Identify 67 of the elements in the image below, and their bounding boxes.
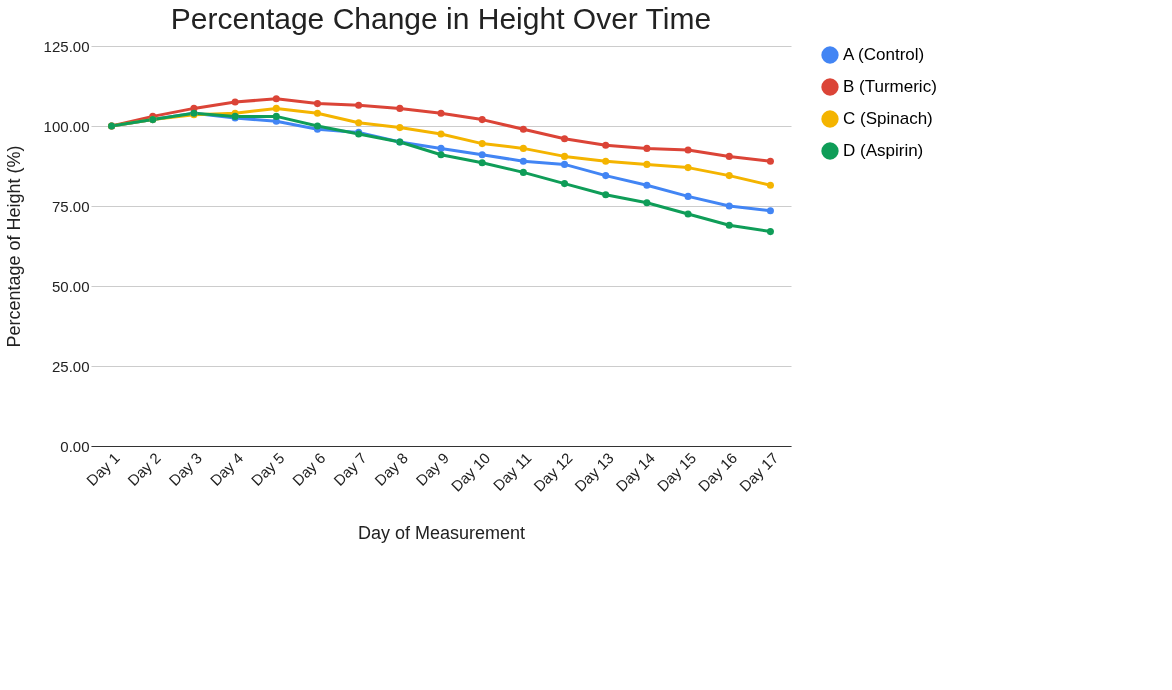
chart-title: Percentage Change in Height Over Time [170,2,712,35]
point [437,144,445,152]
point [725,202,733,210]
legend-label: B (Turmeric) [843,77,937,96]
point [725,172,733,180]
legend-label: C (Spinach) [843,109,933,128]
y-tick-label: 50.00 [51,277,90,295]
point [684,210,692,218]
y-tick-label: 100.00 [43,117,90,135]
point [684,146,692,154]
point [231,98,239,106]
point [478,116,486,124]
point [478,140,486,148]
point [478,159,486,167]
x-tick-label: Day 4 [206,449,247,489]
point [437,130,445,138]
point [519,157,527,165]
point [643,181,651,189]
x-tick-label: Day 8 [371,449,411,489]
legend-label: D (Aspirin) [843,141,924,160]
point [684,192,692,200]
point [684,164,692,172]
point [560,135,569,143]
point [725,152,733,160]
point [272,112,280,120]
x-tick-label: Day 6 [288,449,329,489]
point [643,160,651,168]
point [766,207,774,215]
point [396,124,404,132]
point [602,141,610,149]
legend-label: A (Control) [843,45,925,64]
point [602,157,610,165]
point [478,151,486,159]
x-axis-title: Day of Measurement [357,522,526,543]
x-tick-label: Day 2 [124,449,164,489]
y-tick-label: 25.00 [51,357,90,375]
point [560,160,569,168]
y-axis-title: Percentage of Height (%) [3,145,24,348]
point [313,109,322,117]
point [560,152,569,160]
x-tick-label: Day 14 [612,449,658,495]
point [560,180,569,188]
point [437,151,445,159]
point [602,191,610,199]
point [643,144,651,152]
y-tick-label: 0.00 [60,437,90,455]
x-tick-label: Day 7 [330,449,370,489]
point [355,119,363,127]
point [437,109,445,117]
point [725,221,733,229]
point [602,172,610,180]
x-tick-label: Day 3 [165,449,206,489]
point [355,101,363,109]
y-tick-label: 75.00 [51,197,90,215]
point [272,95,280,103]
point [766,228,774,236]
point [519,125,527,133]
point [766,157,774,165]
x-tick-label: Day 5 [247,449,288,489]
point [519,144,527,152]
point [313,100,322,108]
point [643,199,651,207]
y-tick-label: 125.00 [43,37,90,55]
point [519,168,527,176]
point [272,104,280,112]
point [396,104,404,112]
point [766,181,774,189]
